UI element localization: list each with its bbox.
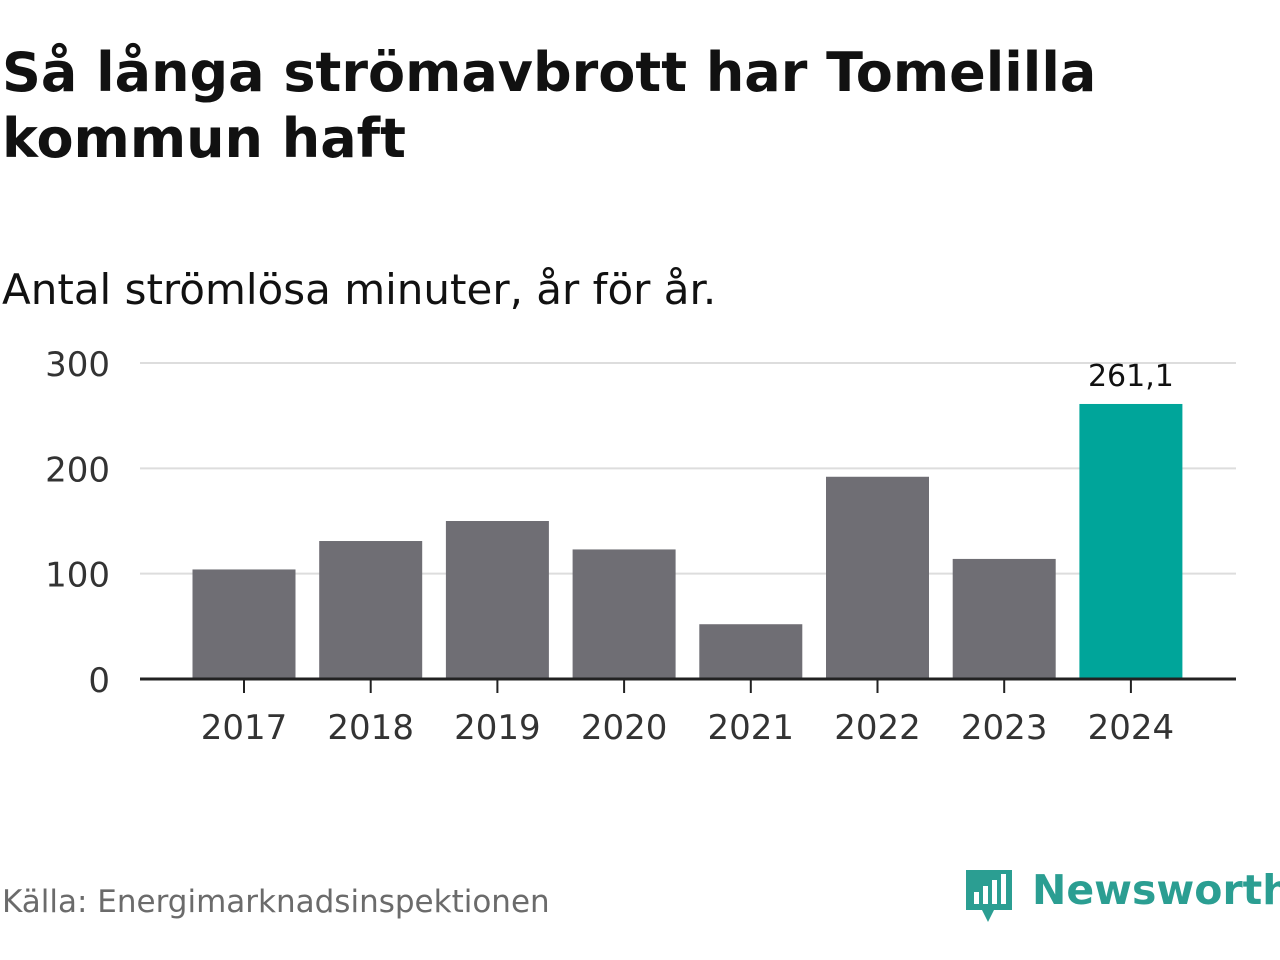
brand-name: Newsworthy — [1032, 866, 1280, 914]
y-tick-label: 100 — [45, 556, 110, 596]
y-tick-label: 0 — [88, 661, 110, 701]
x-tick-label: 2024 — [1088, 708, 1175, 748]
x-tick-label: 2017 — [201, 708, 288, 748]
newsworthy-logo-icon — [966, 870, 1012, 922]
chart-title: Så långa strömavbrott har Tomelilla komm… — [2, 41, 1097, 170]
x-tick-label: 2022 — [834, 708, 921, 748]
bar — [1079, 403, 1183, 679]
source-note: Källa: Energimarknadsinspektionen — [2, 884, 550, 920]
bar — [445, 521, 549, 679]
bar — [319, 541, 423, 679]
bar — [572, 549, 676, 679]
y-tick-label: 300 — [45, 345, 110, 385]
data-label: 261,1 — [1088, 359, 1174, 394]
x-tick-label: 2023 — [961, 708, 1048, 748]
x-tick-label: 2019 — [454, 708, 541, 748]
brand-logo: Newsworthy — [964, 864, 1280, 926]
y-tick-label: 200 — [45, 450, 110, 490]
x-tick-label: 2020 — [581, 708, 668, 748]
bar — [952, 558, 1056, 679]
x-tick-label: 2018 — [327, 708, 414, 748]
bar-chart: 0 100 200 300 2017 2018 2019 2020 2021 2022 2023 20… — [45, 345, 1236, 748]
bar — [192, 569, 296, 679]
chart-subtitle: Antal strömlösa minuter, år för år. — [2, 265, 717, 314]
bar — [699, 624, 803, 679]
x-tick-label: 2021 — [708, 708, 795, 748]
bar — [826, 476, 929, 679]
